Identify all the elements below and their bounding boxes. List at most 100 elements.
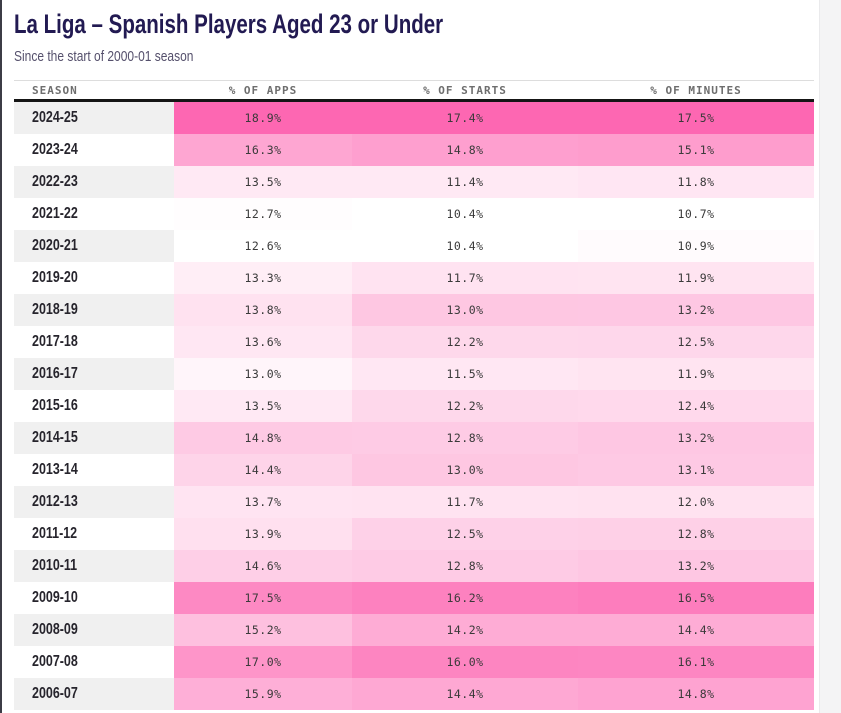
starts-cell: 10.4% bbox=[352, 198, 578, 230]
apps-cell: 15.2% bbox=[174, 614, 352, 646]
season-cell: 2012-13 bbox=[14, 486, 174, 518]
apps-cell: 14.8% bbox=[174, 422, 352, 454]
minutes-cell: 12.8% bbox=[578, 518, 814, 550]
starts-cell: 13.0% bbox=[352, 454, 578, 486]
apps-cell: 17.0% bbox=[174, 646, 352, 678]
season-cell: 2021-22 bbox=[32, 205, 78, 222]
data-table: SEASON % OF APPS % OF STARTS % OF MINUTE… bbox=[14, 80, 814, 710]
apps-cell: 14.4% bbox=[174, 454, 352, 486]
apps-cell: 18.9% bbox=[174, 102, 352, 134]
apps-cell: 17.5% bbox=[174, 582, 352, 614]
table-row: 2015-16 13.5% 12.2% 12.4% bbox=[14, 390, 814, 422]
apps-cell: 13.3% bbox=[174, 262, 352, 294]
table-row: 2024-25 18.9% 17.4% 17.5% bbox=[14, 102, 814, 134]
season-cell: 2013-14 bbox=[32, 461, 78, 478]
minutes-cell: 12.0% bbox=[578, 486, 814, 518]
table-header-row: SEASON % OF APPS % OF STARTS % OF MINUTE… bbox=[14, 80, 814, 102]
starts-cell: 11.5% bbox=[352, 358, 578, 390]
minutes-cell: 13.1% bbox=[578, 454, 814, 486]
page-title: La Liga – Spanish Players Aged 23 or Und… bbox=[14, 9, 444, 39]
apps-cell: 15.9% bbox=[174, 678, 352, 710]
minutes-cell: 13.2% bbox=[578, 294, 814, 326]
season-cell: 2017-18 bbox=[32, 333, 78, 350]
season-cell: 2006-07 bbox=[14, 678, 174, 710]
starts-cell: 12.2% bbox=[352, 390, 578, 422]
starts-cell: 14.8% bbox=[352, 134, 578, 166]
season-cell: 2020-21 bbox=[14, 230, 174, 262]
table-row: 2022-23 13.5% 11.4% 11.8% bbox=[14, 166, 814, 198]
season-cell: 2015-16 bbox=[32, 397, 78, 414]
table-row: 2023-24 16.3% 14.8% 15.1% bbox=[14, 134, 814, 166]
table-row: 2010-11 14.6% 12.8% 13.2% bbox=[14, 550, 814, 582]
starts-cell: 16.2% bbox=[352, 582, 578, 614]
starts-cell: 16.0% bbox=[352, 646, 578, 678]
minutes-cell: 12.4% bbox=[578, 390, 814, 422]
window-left-edge bbox=[0, 0, 2, 713]
column-header-starts: % OF STARTS bbox=[423, 83, 507, 97]
starts-cell: 11.7% bbox=[352, 486, 578, 518]
starts-cell: 11.7% bbox=[352, 262, 578, 294]
table-row: 2011-12 13.9% 12.5% 12.8% bbox=[14, 518, 814, 550]
table-row: 2021-22 12.7% 10.4% 10.7% bbox=[14, 198, 814, 230]
column-header-minutes: % OF MINUTES bbox=[650, 83, 742, 97]
season-cell: 2023-24 bbox=[32, 141, 78, 158]
season-cell: 2024-25 bbox=[14, 102, 174, 134]
season-cell: 2011-12 bbox=[32, 525, 78, 542]
season-cell: 2019-20 bbox=[32, 269, 78, 286]
apps-cell: 12.6% bbox=[174, 230, 352, 262]
minutes-cell: 11.8% bbox=[578, 166, 814, 198]
column-header-apps: % OF APPS bbox=[228, 83, 298, 97]
starts-cell: 14.2% bbox=[352, 614, 578, 646]
season-cell: 2022-23 bbox=[14, 166, 174, 198]
table-row: 2016-17 13.0% 11.5% 11.9% bbox=[14, 358, 814, 390]
minutes-cell: 14.8% bbox=[578, 678, 814, 710]
starts-cell: 11.4% bbox=[352, 166, 578, 198]
season-cell: 2008-09 bbox=[14, 614, 174, 646]
minutes-cell: 11.9% bbox=[578, 262, 814, 294]
apps-cell: 14.6% bbox=[174, 550, 352, 582]
table-row: 2019-20 13.3% 11.7% 11.9% bbox=[14, 262, 814, 294]
minutes-cell: 14.4% bbox=[578, 614, 814, 646]
minutes-cell: 13.2% bbox=[578, 550, 814, 582]
apps-cell: 13.0% bbox=[174, 358, 352, 390]
right-gutter bbox=[819, 0, 841, 713]
apps-cell: 13.5% bbox=[174, 390, 352, 422]
table-row: 2013-14 14.4% 13.0% 13.1% bbox=[14, 454, 814, 486]
apps-cell: 13.5% bbox=[174, 166, 352, 198]
table-row: 2014-15 14.8% 12.8% 13.2% bbox=[14, 422, 814, 454]
table-row: 2008-09 15.2% 14.2% 14.4% bbox=[14, 614, 814, 646]
starts-cell: 12.5% bbox=[352, 518, 578, 550]
minutes-cell: 17.5% bbox=[578, 102, 814, 134]
minutes-cell: 16.5% bbox=[578, 582, 814, 614]
starts-cell: 10.4% bbox=[352, 230, 578, 262]
table-row: 2009-10 17.5% 16.2% 16.5% bbox=[14, 582, 814, 614]
starts-cell: 14.4% bbox=[352, 678, 578, 710]
minutes-cell: 13.2% bbox=[578, 422, 814, 454]
minutes-cell: 16.1% bbox=[578, 646, 814, 678]
starts-cell: 17.4% bbox=[352, 102, 578, 134]
table-row: 2018-19 13.8% 13.0% 13.2% bbox=[14, 294, 814, 326]
starts-cell: 12.8% bbox=[352, 550, 578, 582]
minutes-cell: 15.1% bbox=[578, 134, 814, 166]
minutes-cell: 10.7% bbox=[578, 198, 814, 230]
table-row: 2012-13 13.7% 11.7% 12.0% bbox=[14, 486, 814, 518]
season-cell: 2014-15 bbox=[14, 422, 174, 454]
season-cell: 2009-10 bbox=[32, 589, 78, 606]
table-row: 2006-07 15.9% 14.4% 14.8% bbox=[14, 678, 814, 710]
table-row: 2017-18 13.6% 12.2% 12.5% bbox=[14, 326, 814, 358]
season-cell: 2007-08 bbox=[32, 653, 78, 670]
minutes-cell: 12.5% bbox=[578, 326, 814, 358]
page-subtitle: Since the start of 2000-01 season bbox=[14, 48, 194, 65]
column-header-season: SEASON bbox=[32, 83, 78, 97]
apps-cell: 13.7% bbox=[174, 486, 352, 518]
table-body: 2024-25 18.9% 17.4% 17.5% 2023-24 16.3% … bbox=[14, 102, 814, 710]
apps-cell: 13.6% bbox=[174, 326, 352, 358]
season-cell: 2016-17 bbox=[14, 358, 174, 390]
apps-cell: 16.3% bbox=[174, 134, 352, 166]
minutes-cell: 11.9% bbox=[578, 358, 814, 390]
starts-cell: 12.8% bbox=[352, 422, 578, 454]
minutes-cell: 10.9% bbox=[578, 230, 814, 262]
season-cell: 2010-11 bbox=[14, 550, 174, 582]
starts-cell: 12.2% bbox=[352, 326, 578, 358]
